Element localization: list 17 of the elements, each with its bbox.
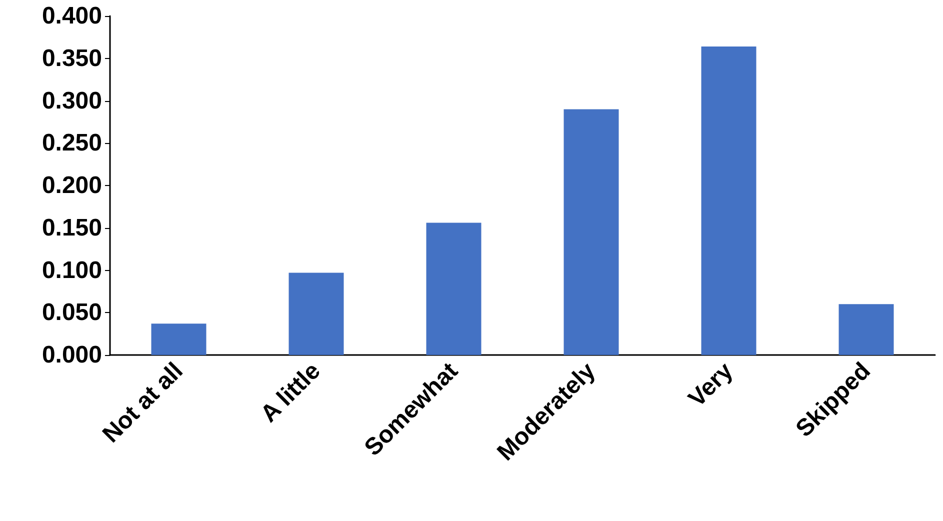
x-tick-label: Very bbox=[683, 356, 739, 412]
bar bbox=[701, 46, 756, 355]
y-tick-label: 0.050 bbox=[42, 299, 102, 326]
bar bbox=[151, 324, 206, 355]
bar bbox=[288, 272, 344, 355]
bar bbox=[426, 222, 482, 355]
y-tick-label: 0.000 bbox=[42, 342, 102, 368]
bar bbox=[838, 304, 894, 355]
y-tick-label: 0.100 bbox=[42, 256, 102, 284]
y-tick-label: 0.250 bbox=[42, 130, 102, 157]
bar bbox=[564, 109, 619, 355]
y-tick-label: 0.300 bbox=[42, 87, 102, 114]
y-tick-label: 0.200 bbox=[42, 172, 102, 199]
y-tick-label: 0.400 bbox=[42, 2, 102, 30]
y-tick-label: 0.150 bbox=[42, 214, 102, 242]
x-tick-label: A little bbox=[256, 357, 326, 428]
y-tick-label: 0.350 bbox=[42, 44, 102, 72]
